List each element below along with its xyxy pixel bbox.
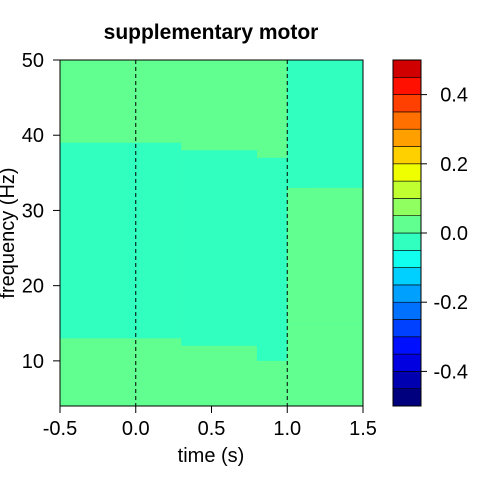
- y-tick-label-3: 40: [22, 125, 44, 147]
- colorbar-swatch-14: [392, 146, 422, 165]
- x-axis: -0.5 0.0 0.5 1.0 1.5: [43, 406, 377, 440]
- y-tick-label-2: 30: [22, 200, 44, 222]
- chart-title: supplementary motor: [104, 21, 319, 44]
- colorbar-swatch-6: [392, 284, 422, 303]
- colorbar-swatch-16: [392, 111, 422, 130]
- colorbar-tick-label-3: -0.2: [434, 292, 468, 314]
- colorbar-swatch-1: [392, 371, 422, 389]
- colorbar-tick-label-2: 0.0: [440, 223, 468, 245]
- reference-lines: [135, 60, 288, 406]
- y-axis: 10 20 30 40 50: [22, 50, 60, 373]
- heatmap-region-3: [256, 157, 288, 361]
- colorbar-swatch-13: [392, 163, 422, 182]
- colorbar-swatch-9: [392, 232, 422, 251]
- x-tick-label-1: 0.0: [122, 418, 150, 440]
- colorbar-swatch-0: [392, 388, 422, 407]
- plot-area: [59, 59, 364, 407]
- heatmap-region-1: [60, 142, 182, 339]
- colorbar-tick-label-1: 0.2: [440, 154, 468, 176]
- y-tick-label-4: 50: [22, 50, 44, 72]
- heatmap-cells: [60, 60, 363, 406]
- y-tick-label-1: 20: [22, 276, 44, 298]
- colorbar-swatch-19: [392, 59, 422, 78]
- colorbar-swatch-5: [392, 301, 422, 320]
- colorbar-swatch-3: [392, 336, 422, 355]
- colorbar: 0.4 0.2 0.0 -0.2 -0.4: [392, 59, 468, 407]
- y-tick-label-0: 10: [22, 351, 44, 373]
- y-axis-label: frequency (Hz): [0, 167, 19, 298]
- colorbar-swatch-8: [392, 250, 422, 268]
- colorbar-swatch-15: [392, 128, 422, 147]
- colorbar-swatch-10: [392, 215, 422, 234]
- colorbar-swatch-7: [392, 267, 422, 286]
- colorbar-tick-label-0: 0.4: [440, 85, 468, 107]
- x-tick-label-3: 1.0: [273, 418, 301, 440]
- colorbar-swatch-12: [392, 180, 422, 199]
- colorbar-swatch-11: [392, 198, 422, 216]
- x-axis-label: time (s): [178, 445, 245, 467]
- colorbar-swatch-17: [392, 94, 422, 113]
- heatmap-region-2: [181, 150, 257, 346]
- heatmap-region-6: [309, 187, 363, 286]
- x-tick-label-4: 1.5: [349, 418, 377, 440]
- x-tick-label-2: 0.5: [198, 418, 226, 440]
- colorbar-tick-label-4: -0.4: [434, 361, 468, 383]
- colorbar-swatch-4: [392, 319, 422, 338]
- colorbar-swatch-2: [392, 353, 422, 372]
- x-tick-label-0: -0.5: [43, 418, 77, 440]
- colorbar-swatch-18: [392, 77, 422, 95]
